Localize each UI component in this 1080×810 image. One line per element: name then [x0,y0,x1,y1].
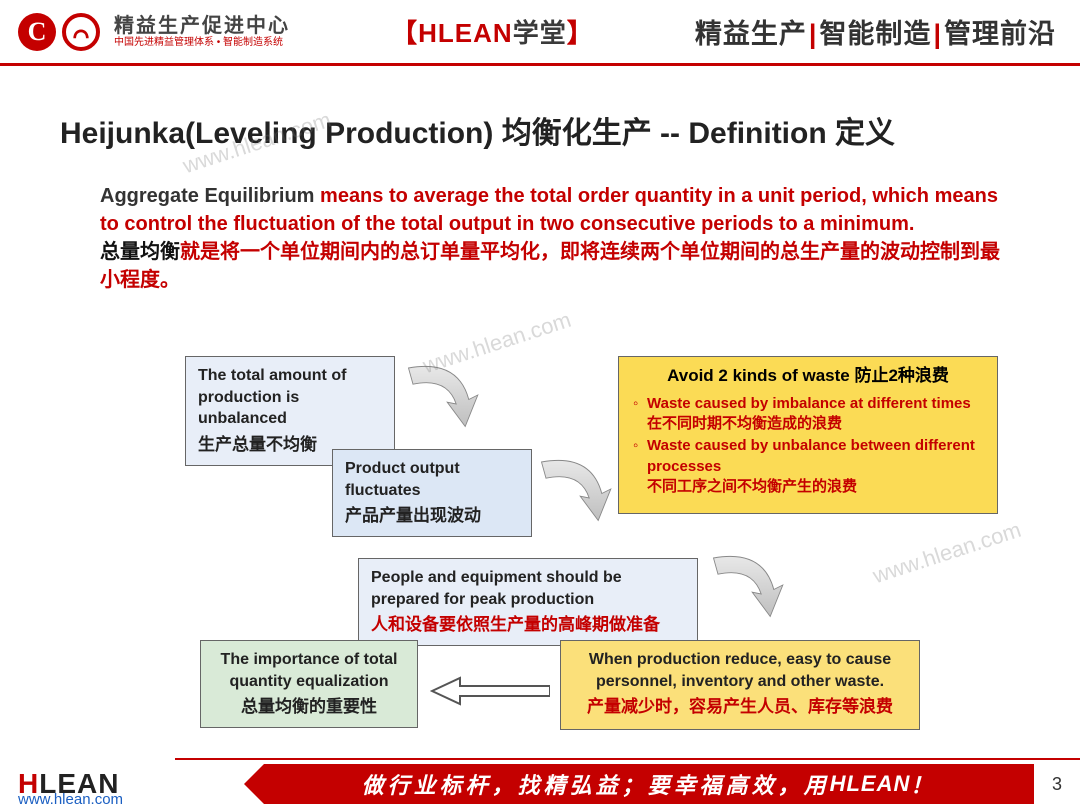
brand-ring-icon [62,13,100,51]
header-hlean: HLEAN [418,18,513,48]
header-center: 【HLEAN学堂】 [290,13,695,50]
box-waste-cn: 产量减少时，容易产生人员、库存等浪费 [573,696,907,719]
box-fluctuates-en: Product output fluctuates [345,458,519,501]
watermark: www.hlean.com [870,517,1025,589]
brand-text: 精益生产促进中心 中国先进精益管理体系 • 智能制造系统 [114,15,290,48]
header-right-1: 智能制造 [819,19,931,49]
arrow-straight-left [430,676,550,706]
brand-line2: 中国先进精益管理体系 • 智能制造系统 [114,37,290,48]
box-peak-prep-cn: 人和设备要依照生产量的高峰期做准备 [371,614,685,637]
avoid-waste-li1: Waste caused by imbalance at different t… [647,394,985,435]
bracket-left: 【 [391,18,418,48]
arrow-curve-3 [700,540,790,630]
header-right: 精益生产|智能制造|管理前沿 [695,12,1056,51]
avoid-waste-li2-en: Waste caused by unbalance between differ… [647,437,975,474]
arrow-curve-2 [528,444,618,534]
box-fluctuates: Product output fluctuates 产品产量出现波动 [332,449,532,537]
header-right-2: 管理前沿 [944,19,1056,49]
box-fluctuates-cn: 产品产量出现波动 [345,505,519,528]
page-number: 3 [1034,774,1080,795]
brand-c-icon: C [18,13,56,51]
arrow-curve-1 [395,350,485,440]
box-unbalanced-en: The total amount of production is unbala… [198,365,382,430]
intro-en-strong: Aggregate Equilibrium [100,185,320,207]
intro-cn-rest: 就是将一个单位期间内的总订单量平均化，即将连续两个单位期间的总生产量的波动控制到… [100,241,1000,291]
avoid-waste-li2-cn: 不同工序之间不均衡产生的浪费 [647,478,857,495]
box-waste: When production reduce, easy to cause pe… [560,640,920,730]
box-avoid-waste: Avoid 2 kinds of waste 防止2种浪费 Waste caus… [618,356,998,514]
bracket-right: 】 [567,18,594,48]
avoid-waste-li1-en: Waste caused by imbalance at different t… [647,395,971,412]
brand-line1: 精益生产促进中心 [114,15,290,37]
box-importance-cn: 总量均衡的重要性 [213,696,405,719]
box-peak-prep-en: People and equipment should be prepared … [371,567,685,610]
footer-ribbon-text1: 做行业标杆，找精弘益；要幸福高效，用 [362,768,830,800]
header-xuetang: 学堂 [513,18,567,48]
avoid-waste-li2: Waste caused by unbalance between differ… [647,436,985,497]
avoid-waste-li1-cn: 在不同时期不均衡造成的浪费 [647,415,842,432]
header-right-0: 精益生产 [695,19,807,49]
header-bar: C 精益生产促进中心 中国先进精益管理体系 • 智能制造系统 【HLEAN学堂】… [0,0,1080,66]
brand-logos: C 精益生产促进中心 中国先进精益管理体系 • 智能制造系统 [18,13,290,51]
page-title: Heijunka(Leveling Production) 均衡化生产 -- D… [60,108,895,152]
footer-bar: HLEAN 做行业标杆，找精弘益；要幸福高效，用HLEAN！ 3 www.hle… [0,758,1080,810]
box-avoid-waste-hdr: Avoid 2 kinds of waste 防止2种浪费 [631,365,985,388]
box-importance-en: The importance of total quantity equaliz… [213,649,405,692]
box-waste-en: When production reduce, easy to cause pe… [573,649,907,692]
footer-url: www.hlean.com [18,791,123,808]
intro-cn-strong: 总量均衡 [100,241,180,263]
intro-paragraph: Aggregate Equilibrium means to average t… [100,182,1010,294]
footer-ribbon-hlean: HLEAN [830,771,911,797]
footer-ribbon-text2: ！ [910,768,936,800]
box-peak-prep: People and equipment should be prepared … [358,558,698,646]
footer-ribbon: 做行业标杆，找精弘益；要幸福高效，用HLEAN！ [264,764,1034,804]
box-importance: The importance of total quantity equaliz… [200,640,418,728]
